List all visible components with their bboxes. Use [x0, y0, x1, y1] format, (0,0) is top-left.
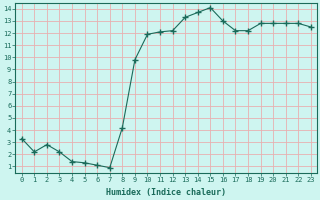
X-axis label: Humidex (Indice chaleur): Humidex (Indice chaleur) [106, 188, 226, 197]
